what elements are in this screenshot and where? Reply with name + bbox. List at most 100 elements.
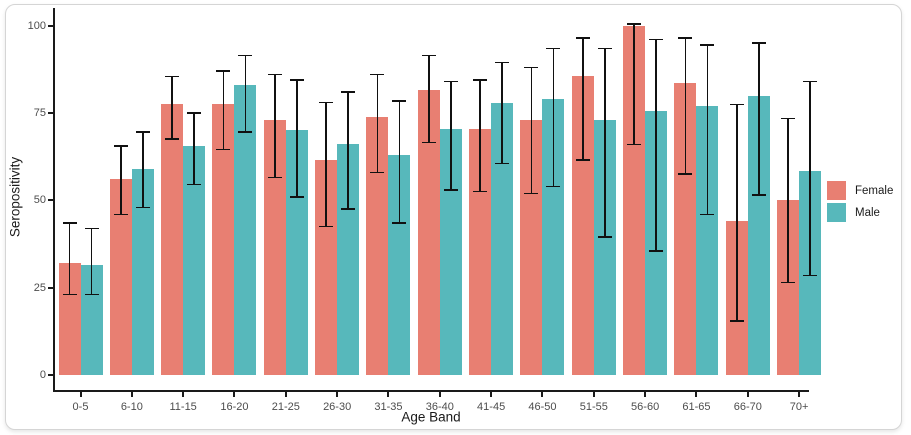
errorbar-male-51-55-cap-top [597,47,612,50]
errorbar-male-61-65-cap-top [700,44,715,46]
x-tick-label: 31-35 [374,401,403,413]
x-tick-mark [695,392,698,397]
errorbar-male-56-60-cap-top [649,38,664,41]
errorbar-female-11-15-cap-top [165,75,180,78]
legend-label-male: Male [855,206,880,219]
errorbar-male-70plus-line [809,81,811,276]
y-tick-mark [48,24,53,27]
errorbar-female-31-35-line [376,74,379,173]
bar-female-16-20 [212,104,235,375]
bar-male-21-25 [285,130,308,375]
errorbar-male-56-60-cap-bottom [649,250,664,252]
errorbar-female-0-5-cap-top [62,222,77,224]
errorbar-female-41-45-cap-bottom [473,190,488,193]
y-tick-label: 100 [27,19,46,32]
errorbar-male-31-35-cap-bottom [392,222,407,224]
errorbar-female-11-15-cap-bottom [165,138,180,140]
x-tick-label: 36-40 [425,401,454,413]
errorbar-male-36-40-cap-top [443,80,458,83]
bar-female-0-5 [58,263,81,375]
errorbar-female-66-70-cap-top [729,103,744,106]
x-tick-label: 21-25 [271,401,300,413]
errorbar-female-21-25-cap-top [267,73,282,76]
bar-female-11-15 [161,104,184,375]
errorbar-female-36-40-line [428,55,430,143]
errorbar-female-56-60-cap-top [627,23,642,25]
x-tick-mark [233,392,236,397]
errorbar-male-6-10-cap-top [135,131,150,133]
errorbar-female-21-25-cap-bottom [267,176,282,179]
errorbar-female-56-60-cap-bottom [627,143,642,146]
errorbar-male-70plus-cap-bottom [803,274,818,277]
x-tick-label: 0-5 [72,401,89,413]
errorbar-male-31-35-cap-top [392,100,407,102]
errorbar-female-31-35-cap-top [370,73,385,76]
errorbar-female-61-65-cap-bottom [678,173,693,175]
errorbar-male-31-35-line [398,100,401,224]
errorbar-female-46-50-line [530,67,533,194]
errorbar-female-6-10-line [120,146,122,215]
x-tick-label: 70+ [789,401,809,413]
errorbar-male-16-20-line [244,55,247,133]
x-tick-mark [592,392,595,397]
errorbar-female-16-20-cap-top [216,70,231,72]
bar-female-46-50 [520,120,543,375]
errorbar-male-51-55-cap-bottom [597,236,612,238]
legend-swatch-female [827,181,846,200]
x-tick-label: 11-15 [169,401,197,413]
errorbar-male-16-20-cap-top [238,54,253,57]
x-tick-mark [490,392,493,397]
errorbar-male-21-25-cap-top [289,79,304,81]
x-tick-mark [336,392,339,397]
errorbar-female-70plus-cap-bottom [781,281,796,284]
bar-male-11-15 [183,146,206,375]
y-tick-label: 50 [33,194,46,207]
errorbar-female-11-15-line [171,76,173,140]
errorbar-female-66-70-cap-bottom [729,320,744,322]
y-tick-mark [48,286,53,289]
bar-male-6-10 [131,168,154,375]
y-tick-label: 75 [33,107,46,120]
bar-female-31-35 [366,116,389,375]
x-tick-label: 46-50 [528,401,557,413]
errorbar-female-16-20-cap-bottom [216,148,231,151]
errorbar-female-36-40-cap-top [421,54,436,57]
errorbar-female-41-45-line [479,79,481,192]
errorbar-female-51-55-cap-bottom [575,159,590,161]
x-tick-mark [79,392,82,397]
errorbar-male-11-15-cap-top [187,112,202,114]
errorbar-male-16-20-cap-bottom [238,131,253,133]
errorbar-male-41-45-line [501,62,503,164]
errorbar-female-56-60-line [633,23,635,145]
x-tick-label: 41-45 [477,401,506,413]
errorbar-female-6-10-cap-bottom [113,213,128,216]
y-tick-mark [48,374,53,376]
errorbar-male-61-65-cap-bottom [700,213,715,216]
errorbar-male-66-70-cap-bottom [751,194,766,196]
errorbar-male-11-15-line [193,113,195,185]
x-tick-label: 51-55 [579,401,608,413]
bar-male-16-20 [234,85,257,375]
bar-male-66-70 [747,95,770,375]
x-tick-mark [644,392,647,397]
errorbar-male-0-5-cap-top [84,227,99,230]
errorbar-female-70plus-line [787,118,789,283]
errorbar-female-70plus-cap-top [781,117,796,119]
legend-label-female: Female [855,184,894,197]
x-tick-label: 56-60 [631,401,660,413]
bar-male-41-45 [491,102,514,375]
errorbar-male-41-45-cap-bottom [495,162,510,165]
errorbar-female-21-25-line [274,74,276,178]
legend-swatch-male [827,203,846,222]
y-tick-mark [48,112,53,115]
errorbar-male-26-30-line [347,92,349,210]
x-tick-mark [284,392,287,397]
y-tick-label: 25 [33,281,46,294]
errorbar-male-21-25-line [296,79,298,197]
errorbar-male-56-60-line [655,39,657,251]
bar-male-46-50 [542,99,565,375]
bar-male-51-55 [593,120,616,375]
errorbar-female-0-5-cap-bottom [62,293,77,296]
errorbar-female-66-70-line [736,104,738,321]
x-axis-line [53,390,809,392]
